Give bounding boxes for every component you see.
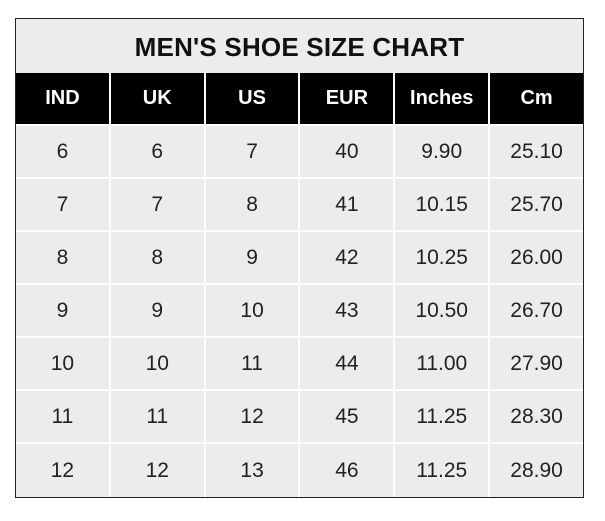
table-cell: 46 xyxy=(300,444,396,497)
table-cell: 10.50 xyxy=(395,285,491,338)
table-cell: 12 xyxy=(16,444,111,497)
column-header: IND xyxy=(16,73,111,126)
table-cell: 9 xyxy=(16,285,111,338)
table-cell: 43 xyxy=(300,285,396,338)
table-cell: 28.90 xyxy=(510,458,563,482)
table-cell: 44 xyxy=(300,338,396,391)
table-cell: 11 xyxy=(16,391,111,444)
table-row: 6 6 7 40 9.90 25.10 xyxy=(16,126,583,179)
table-cell: 27.90 xyxy=(490,338,583,391)
table-cell: 41 xyxy=(300,179,396,232)
header-row: IND UK US EUR Inches Cm xyxy=(16,73,583,126)
table-cell: 10 xyxy=(110,338,206,391)
table-cell: 7 xyxy=(205,126,301,179)
table-row: 12 12 13 46 11.25 28.90 xyxy=(16,444,583,497)
table-cell: 6 xyxy=(110,126,206,179)
table-cell: 40 xyxy=(300,126,396,179)
table-cell: 7 xyxy=(110,179,206,232)
table-cell: 42 xyxy=(300,232,396,285)
column-header: US xyxy=(205,73,301,126)
table-cell: 13 xyxy=(206,444,301,497)
table-cell: 11 xyxy=(110,391,206,444)
table-cell: 10 xyxy=(205,285,301,338)
table-row: 7 7 8 41 10.15 25.70 xyxy=(16,179,583,232)
table-cell: 9.90 xyxy=(395,126,491,179)
table-cell: 11.25 xyxy=(395,444,491,497)
column-header: Cm xyxy=(490,73,583,126)
table-row: 9 9 10 43 10.50 26.70 xyxy=(16,285,583,338)
table-cell: 10 xyxy=(16,338,111,391)
table-cell: 26.70 xyxy=(490,285,583,338)
shoe-size-table: MEN'S SHOE SIZE CHART IND UK US EUR Inches Cm… xyxy=(15,18,584,498)
table-title: MEN'S SHOE SIZE CHART xyxy=(134,32,465,62)
table-cell: 28.30 xyxy=(490,391,583,444)
column-header: Inches xyxy=(395,73,491,126)
column-header: UK xyxy=(110,73,206,126)
table-cell: 11.25 xyxy=(395,391,491,444)
table-cell: 25.70 xyxy=(490,179,583,232)
column-header: EUR xyxy=(300,73,396,126)
table-row: 10 10 11 44 11.00 27.90 xyxy=(16,338,583,391)
table-cell: 9 xyxy=(110,285,206,338)
table-cell: 7 xyxy=(16,179,111,232)
table-cell: 25.10 xyxy=(490,126,583,179)
table-cell: 8 xyxy=(16,232,111,285)
table-cell: 9 xyxy=(205,232,301,285)
table-cell: 11 xyxy=(205,338,301,391)
table-cell: 26.00 xyxy=(490,232,583,285)
table-cell: 6 xyxy=(16,126,111,179)
table-cell: 8 xyxy=(205,179,301,232)
table-cell: 11.00 xyxy=(395,338,491,391)
table-row: 8 8 9 42 10.25 26.00 xyxy=(16,232,583,285)
table-cell: 8 xyxy=(110,232,206,285)
table-cell: 12 xyxy=(111,444,206,497)
table-cell: 45 xyxy=(300,391,396,444)
table-row: 11 11 12 45 11.25 28.30 xyxy=(16,391,583,444)
table-body: 6 6 7 40 9.90 25.10 7 7 8 41 10.15 25.70 8 8 9 42 10.25 2… xyxy=(16,126,583,497)
table-cell: 10.15 xyxy=(395,179,491,232)
table-cell: 12 xyxy=(205,391,301,444)
table-cell: 10.25 xyxy=(395,232,491,285)
